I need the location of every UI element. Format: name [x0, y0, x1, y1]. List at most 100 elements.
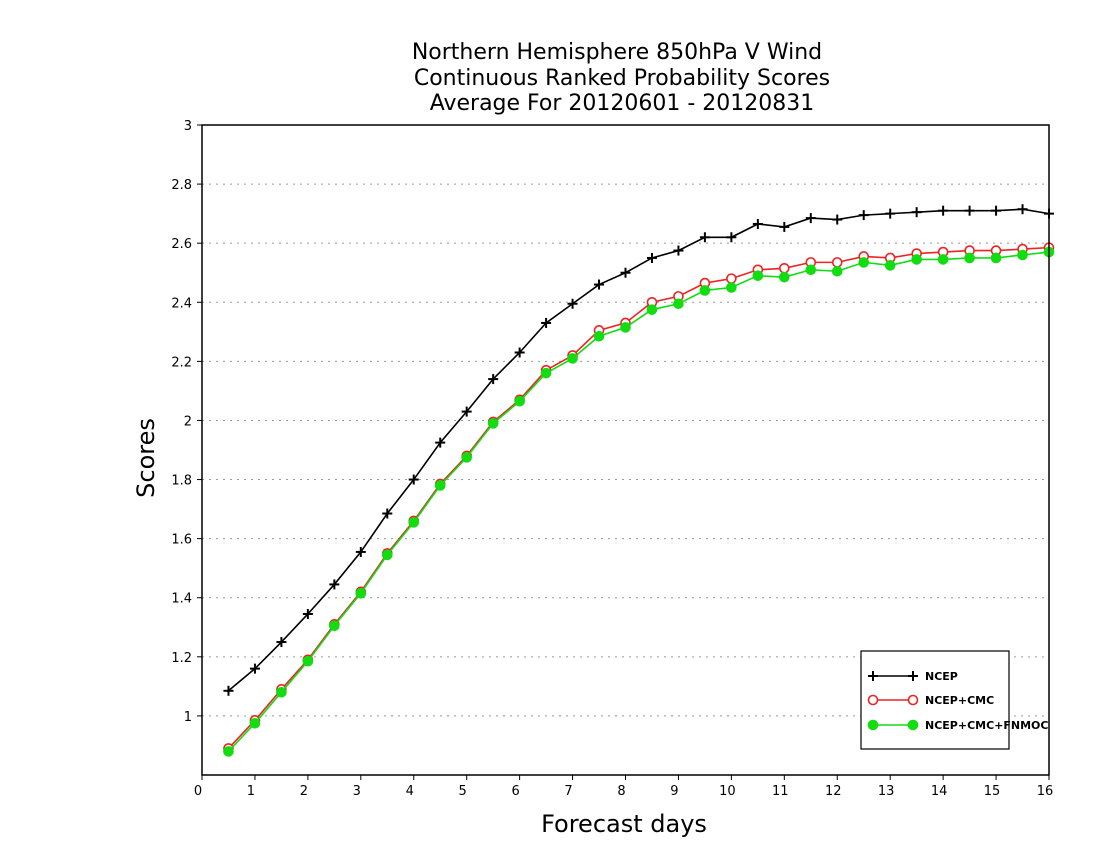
- data-point: [329, 620, 340, 632]
- x-tick-label: 9: [670, 784, 678, 799]
- data-point: [699, 285, 711, 296]
- legend-label: NCEP+CMC+FNMOC: [925, 719, 1048, 732]
- data-point: [884, 260, 896, 271]
- data-point: [408, 517, 420, 528]
- data-point: [1017, 204, 1028, 215]
- data-point: [646, 252, 657, 263]
- legend-item: NCEP: [868, 670, 958, 683]
- data-point: [594, 279, 605, 290]
- data-point: [831, 265, 843, 277]
- y-tick-label: 1: [184, 710, 192, 725]
- legend-item: NCEP+CMC: [867, 694, 994, 707]
- legend-marker: [907, 719, 919, 731]
- data-point: [355, 587, 367, 599]
- data-point: [276, 637, 287, 648]
- data-point: [567, 298, 578, 309]
- data-point: [805, 264, 817, 276]
- y-axis-title: Scores: [132, 418, 160, 498]
- data-point: [964, 252, 975, 264]
- series-1: [223, 204, 1054, 696]
- data-point: [461, 406, 472, 417]
- data-point: [805, 213, 816, 224]
- data-point: [540, 367, 552, 379]
- x-tick-label: 2: [300, 784, 308, 799]
- x-tick-label: 12: [825, 784, 842, 799]
- y-tick-label: 2.4: [171, 296, 192, 311]
- data-point: [1017, 249, 1028, 261]
- legend-marker: [868, 671, 878, 681]
- x-tick-label: 13: [878, 784, 895, 799]
- data-point: [223, 685, 234, 696]
- data-point: [329, 579, 340, 590]
- data-point: [673, 298, 684, 310]
- legend-marker: [907, 694, 919, 706]
- y-tick-label: 1.8: [171, 474, 192, 489]
- data-point: [223, 746, 234, 757]
- data-point: [990, 252, 1002, 264]
- gridlines: [202, 124, 1049, 717]
- x-axis-title: Forecast days: [541, 810, 707, 838]
- data-point: [832, 214, 843, 225]
- x-tick-label: 1: [247, 784, 255, 799]
- data-point: [938, 205, 949, 216]
- chart-title-line-1: Northern Hemisphere 850hPa V Wind: [412, 40, 822, 65]
- data-point: [461, 452, 472, 463]
- y-tick-label: 1.2: [171, 651, 192, 666]
- y-tick-label: 1.4: [171, 592, 192, 607]
- data-point: [408, 474, 419, 485]
- x-tick-label: 3: [353, 784, 361, 799]
- data-point: [964, 205, 975, 216]
- data-point: [487, 418, 499, 429]
- data-point: [779, 271, 790, 283]
- x-tick-label: 16: [1037, 784, 1054, 799]
- data-point: [673, 245, 684, 256]
- data-point: [699, 232, 710, 243]
- y-tick-label: 2.2: [171, 355, 192, 370]
- data-point: [249, 717, 261, 729]
- data-point: [911, 254, 922, 265]
- data-point: [726, 282, 737, 293]
- x-tick-label: 7: [564, 784, 572, 799]
- y-tick-label: 3: [184, 119, 192, 134]
- data-point: [382, 508, 393, 519]
- y-axis-ticks: 1 1.2 1.4 1.6 1.8 2 2.2 2.4 2.6 2.8 3: [171, 119, 202, 725]
- data-point: [514, 395, 525, 407]
- x-tick-label: 0: [194, 784, 202, 799]
- data-point: [620, 267, 631, 278]
- x-axis-ticks: 0 1 2 3 4 5 6 7 8 9 10 11 12 13 14 15 16: [194, 775, 1053, 799]
- plot-frame: [201, 124, 1050, 776]
- data-point: [434, 480, 446, 491]
- data-point: [355, 546, 366, 557]
- data-point: [302, 655, 314, 667]
- data-point: [381, 549, 393, 561]
- x-tick-label: 5: [459, 784, 467, 799]
- data-point: [991, 205, 1002, 216]
- data-point: [302, 608, 313, 619]
- legend-item: NCEP+CMC+FNMOC: [867, 719, 1048, 732]
- series-3: [223, 246, 1055, 757]
- data-point: [858, 210, 869, 221]
- x-tick-label: 8: [617, 784, 625, 799]
- y-tick-label: 1.6: [171, 533, 192, 548]
- data-point: [541, 317, 552, 328]
- data-point: [276, 686, 287, 698]
- data-point: [831, 257, 843, 268]
- x-tick-label: 15: [984, 784, 1001, 799]
- data-point: [752, 218, 763, 229]
- legend: NCEP NCEP+CMC NCEP+CMC+FNMOC: [860, 650, 1048, 750]
- data-point: [937, 254, 949, 265]
- data-point: [435, 437, 446, 448]
- chart-title: Northern Hemisphere 850hPa V Wind Contin…: [412, 40, 830, 116]
- data-point: [249, 663, 260, 674]
- y-tick-label: 2.8: [171, 178, 192, 193]
- data-point: [885, 208, 896, 219]
- series-line: [227, 208, 1050, 692]
- legend-marker: [908, 671, 918, 681]
- y-tick-label: 2.6: [171, 237, 192, 252]
- data-point: [593, 330, 605, 342]
- data-point: [858, 257, 870, 268]
- chart-title-line-2: Continuous Ranked Probability Scores: [414, 66, 830, 91]
- legend-label: NCEP: [925, 670, 958, 683]
